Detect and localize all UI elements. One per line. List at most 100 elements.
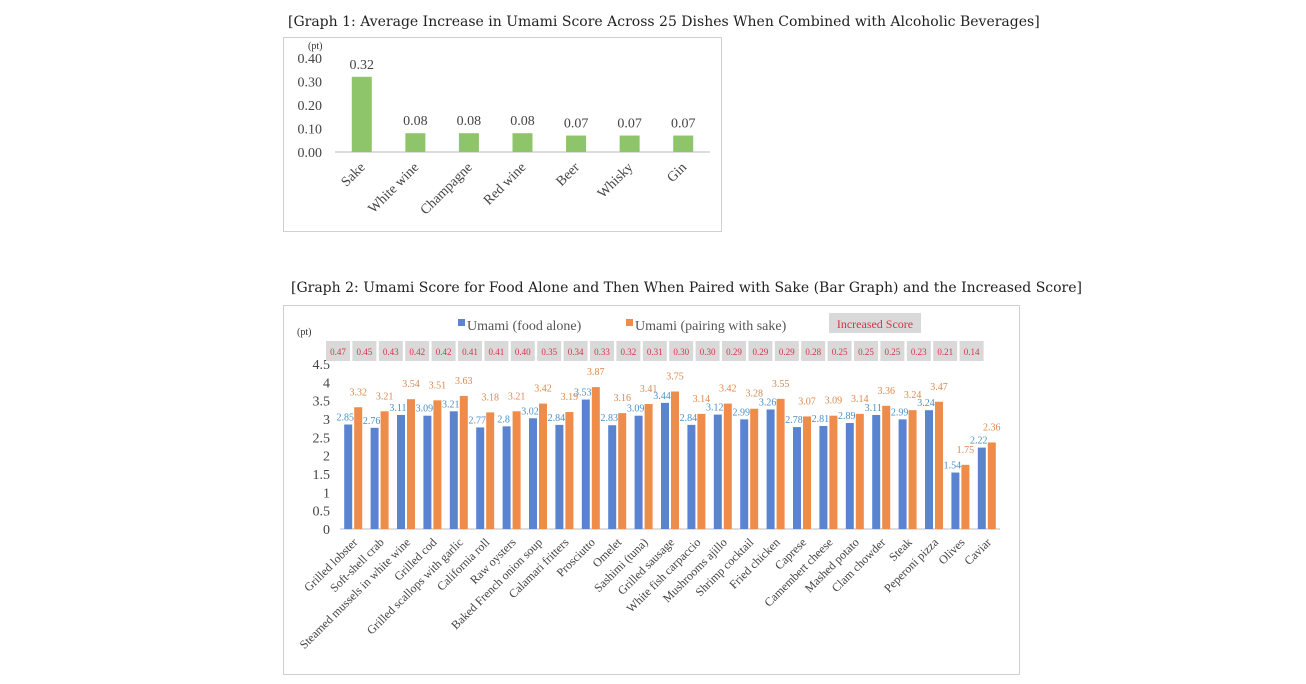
bar-alone	[898, 419, 907, 529]
data-label-sake: 2.36	[983, 422, 1001, 433]
bar-sake	[935, 401, 943, 529]
data-label-alone: 2.78	[785, 415, 803, 426]
increase-box	[827, 341, 852, 361]
increase-value: 0.29	[726, 347, 742, 357]
bar-alone	[819, 425, 828, 529]
bar-sake	[618, 413, 627, 529]
data-label-alone: 2.89	[838, 411, 856, 422]
increase-box	[563, 341, 588, 361]
bar-alone	[476, 427, 485, 529]
bar-sake	[565, 412, 574, 529]
increase-value: 0.23	[911, 347, 927, 357]
data-label-alone: 3.02	[521, 406, 539, 417]
data-label-sake: 3.14	[693, 394, 711, 405]
bar-sake	[908, 410, 917, 529]
data-label-sake: 3.21	[508, 391, 526, 402]
data-label-alone: 2.81	[812, 414, 830, 425]
increase-value: 0.43	[383, 347, 399, 357]
data-label-alone: 3.53	[574, 388, 592, 399]
increase-value: 0.30	[673, 347, 689, 357]
graph1-bar	[566, 135, 587, 152]
data-label-alone: 3.12	[706, 403, 724, 414]
bar-alone	[529, 418, 537, 529]
graph2-y-tick: 0	[323, 523, 330, 538]
graph1-x-label: Beer	[554, 160, 584, 190]
data-label-alone: 3.09	[416, 404, 434, 415]
graph1-y-unit: (pt)	[308, 41, 322, 52]
increase-value: 0.29	[779, 347, 795, 357]
data-label-sake: 3.54	[402, 379, 420, 390]
increase-value: 0.45	[357, 347, 373, 357]
graph2-y-tick: 0.5	[313, 505, 331, 520]
data-label-alone: 3.09	[627, 404, 645, 415]
graph1-y-tick: 0.40	[298, 52, 323, 67]
increase-value: 0.31	[647, 347, 663, 357]
bar-sake	[961, 464, 970, 529]
increase-box	[352, 341, 377, 361]
increase-value: 0.32	[621, 347, 637, 357]
increase-value: 0.14	[964, 347, 980, 357]
graph1-bar	[458, 133, 479, 152]
increase-box	[326, 341, 350, 361]
graph1-bar	[673, 135, 694, 152]
bar-alone	[608, 425, 617, 529]
bar-sake	[644, 403, 653, 529]
increase-box	[484, 341, 509, 361]
data-label-alone: 2.22	[970, 436, 988, 447]
data-label-sake: 3.41	[640, 384, 658, 395]
graph1-y-tick: 0.20	[298, 99, 323, 114]
data-label-sake: 3.63	[455, 376, 473, 387]
increase-box	[537, 341, 562, 361]
data-label-alone: 2.76	[363, 416, 381, 427]
data-label-sake: 3.47	[930, 382, 948, 393]
increase-value: 0.25	[885, 347, 901, 357]
bar-alone	[344, 424, 353, 529]
data-label-sake: 3.55	[772, 379, 790, 390]
increase-box	[616, 341, 641, 361]
bar-sake	[591, 387, 600, 529]
graph1-title: [Graph 1: Average Increase in Umami Scor…	[288, 14, 1040, 30]
graph2-y-tick: 4.5	[313, 358, 331, 373]
graph2-x-label: Caviar	[961, 535, 994, 568]
increase-legend-label: Increased Score	[837, 317, 913, 331]
increase-value: 0.40	[515, 347, 531, 357]
graph1-x-label: Champagne	[418, 160, 476, 218]
bar-alone	[687, 424, 696, 529]
data-label-sake: 3.32	[349, 387, 367, 398]
increase-value: 0.25	[832, 347, 848, 357]
bar-alone	[423, 415, 432, 529]
graph1-x-label: White wine	[366, 160, 423, 217]
bar-alone	[872, 414, 881, 529]
bar-alone	[845, 423, 854, 529]
bar-sake	[723, 403, 732, 529]
increase-box	[774, 341, 799, 361]
graph1-x-label: Sake	[339, 160, 369, 190]
increase-value: 0.47	[330, 347, 346, 357]
data-label-alone: 2.84	[548, 413, 566, 424]
bar-sake	[776, 398, 785, 529]
graph1-bar	[405, 133, 426, 152]
increase-value: 0.25	[858, 347, 874, 357]
increase-value: 0.35	[541, 347, 557, 357]
increase-box	[642, 341, 667, 361]
increase-box	[669, 341, 694, 361]
graph1-bar	[351, 76, 372, 152]
increase-box	[510, 341, 535, 361]
data-label-alone: 2.85	[336, 413, 354, 424]
increase-box	[378, 341, 403, 361]
graph1-y-tick: 0.00	[298, 146, 323, 161]
increase-box	[748, 341, 773, 361]
graph2-legend-label: Umami (pairing with sake)	[635, 319, 787, 334]
bar-alone	[555, 424, 564, 529]
data-label-sake: 3.21	[376, 391, 394, 402]
increase-box	[405, 341, 430, 361]
bar-alone	[713, 414, 722, 529]
bar-alone	[766, 409, 775, 529]
increase-value: 0.30	[700, 347, 716, 357]
increase-box	[906, 341, 931, 361]
graph1-x-label: Whisky	[595, 160, 636, 201]
graph2-y-tick: 1.5	[313, 468, 331, 483]
data-label-alone: 2.8	[497, 414, 510, 425]
increase-value: 0.41	[462, 347, 478, 357]
bar-alone	[449, 411, 458, 529]
